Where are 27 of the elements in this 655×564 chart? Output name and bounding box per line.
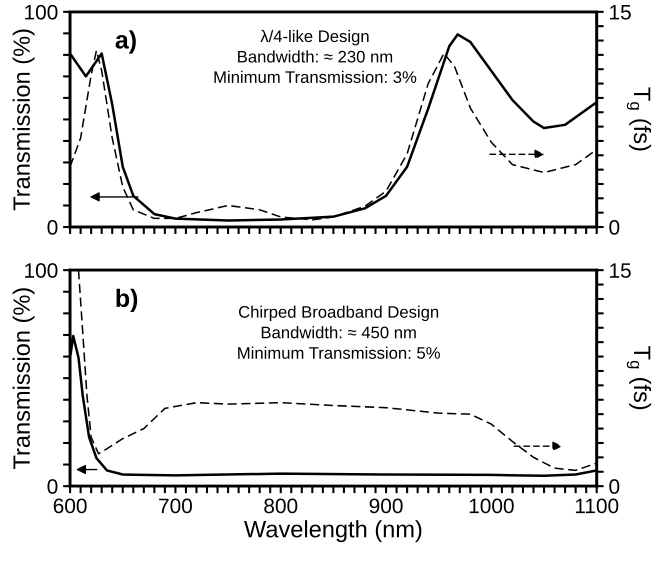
annotation: Minimum Transmission: 3% (214, 70, 416, 84)
annotation: λ/4-like Design (260, 30, 369, 46)
x-tick-label: 600 (54, 498, 87, 514)
y2-tick-label: 0 (609, 220, 620, 235)
y-axis-title: Transmission (%) (12, 288, 35, 470)
x-tick-label: 700 (159, 498, 192, 514)
annotation: Minimum Transmission: 5% (238, 346, 440, 359)
y-axis-title: Transmission (%) (12, 30, 35, 210)
x-tick-label: 1000 (470, 498, 514, 514)
x-tick-label: 900 (370, 498, 403, 514)
y2-tick-label: 15 (610, 263, 631, 278)
annotation: Bandwidth: ≈ 450 nm (262, 326, 416, 338)
annotation: Bandwidth: ≈ 230 nm (238, 50, 392, 63)
y2-axis-title: T$_{g}$ (fs) (626, 87, 652, 150)
x-axis-title: Wavelength (nm) (244, 520, 422, 542)
y-tick-label: 0 (48, 220, 58, 235)
x-tick-label: 800 (264, 498, 298, 514)
annotation: a) (116, 30, 136, 54)
x-tick-label: 1100 (576, 498, 618, 514)
y-tick-label: 100 (25, 263, 58, 278)
y-tick-label: 100 (25, 4, 58, 20)
annotation: b) (116, 288, 138, 312)
y2-tick-label: 0 (609, 479, 620, 494)
annotation: Chirped Broadband Design (238, 306, 438, 322)
y2-tick-label: 15 (610, 5, 631, 20)
y2-axis-title: T$_{g}$ (fs) (626, 346, 652, 410)
y-tick-label: 0 (48, 479, 58, 494)
